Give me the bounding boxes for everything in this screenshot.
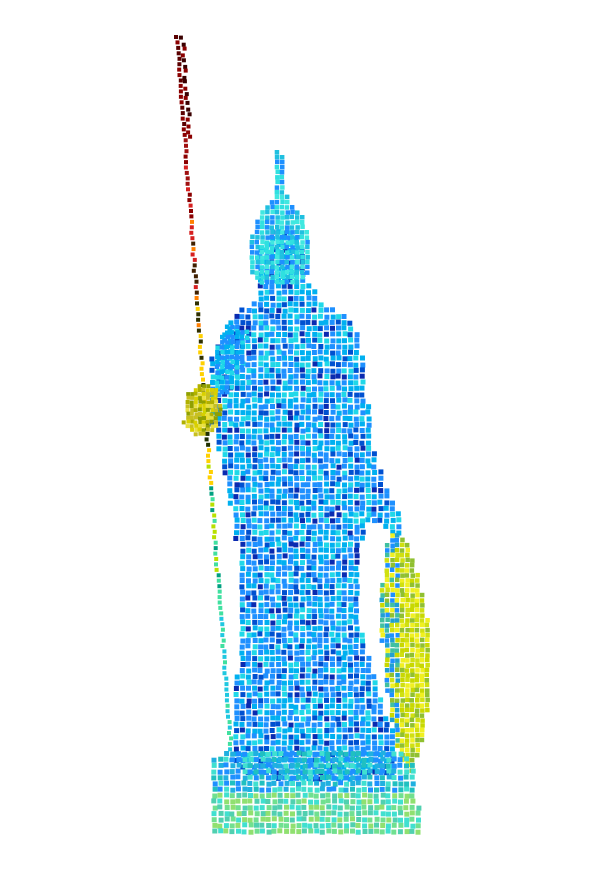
pedestal-voxels: [211, 750, 422, 835]
arm-voxels: [210, 324, 250, 395]
hand-voxels: [181, 384, 223, 437]
shield-voxels: [379, 533, 430, 773]
statue-body-voxels: [209, 229, 402, 782]
helmet-voxels: [249, 150, 310, 285]
spear-voxels: [174, 35, 235, 763]
